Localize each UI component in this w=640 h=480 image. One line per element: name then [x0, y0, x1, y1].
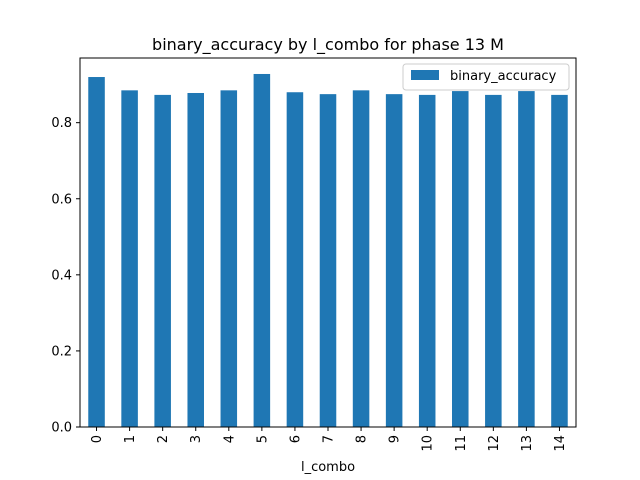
bar-3 — [187, 92, 204, 428]
x-tick-label-1: 1 — [123, 435, 138, 443]
x-tick-label-9: 9 — [388, 435, 403, 443]
legend-frame — [402, 63, 570, 91]
y-tick-label-0.6: 0.6 — [51, 192, 72, 207]
x-axis: 0 1 2 3 4 5 6 7 8 9 10 11 12 13 14 — [90, 427, 568, 452]
y-tick-label-0.2: 0.2 — [51, 344, 72, 359]
legend: binary_accuracy — [402, 63, 570, 91]
plot-frame — [79, 57, 577, 428]
y-tick-label-0.8: 0.8 — [51, 116, 72, 131]
x-tick-label-11: 11 — [454, 435, 469, 452]
x-tick-label-6: 6 — [288, 435, 303, 443]
legend-label: binary_accuracy — [450, 69, 557, 84]
chart-title: binary_accuracy by l_combo for phase 13 … — [152, 35, 504, 55]
bar-4 — [220, 90, 238, 427]
y-axis: 0.0 0.2 0.4 0.6 0.8 — [51, 116, 80, 436]
x-tick-label-14: 14 — [553, 435, 568, 452]
x-tick-label-4: 4 — [222, 435, 237, 443]
bar-13 — [518, 91, 535, 427]
bar-0 — [88, 77, 105, 427]
y-tick-label-0.0: 0.0 — [51, 421, 72, 436]
bar-6 — [286, 92, 304, 427]
bars-layer — [88, 73, 568, 428]
x-tick-label-5: 5 — [255, 435, 270, 443]
x-tick-label-12: 12 — [487, 435, 502, 452]
bar-12 — [485, 94, 502, 428]
y-tick-label-0.4: 0.4 — [51, 268, 72, 283]
x-tick-label-0: 0 — [90, 435, 105, 443]
bar-9 — [385, 94, 403, 428]
x-tick-label-8: 8 — [355, 435, 370, 443]
bar-1 — [121, 90, 138, 427]
x-tick-label-3: 3 — [189, 435, 204, 443]
bar-8 — [352, 90, 370, 427]
bar-2 — [154, 94, 171, 428]
bar-10 — [418, 94, 436, 428]
x-tick-label-10: 10 — [421, 435, 436, 452]
x-tick-label-2: 2 — [156, 435, 171, 443]
bar-7 — [319, 94, 337, 428]
x-tick-label-13: 13 — [520, 435, 535, 452]
x-axis-label: l_combo — [301, 460, 355, 475]
bar-14 — [551, 94, 568, 428]
bar-5 — [253, 73, 271, 427]
x-tick-label-7: 7 — [322, 435, 337, 443]
bar-11 — [452, 91, 469, 427]
legend-swatch — [411, 70, 439, 80]
